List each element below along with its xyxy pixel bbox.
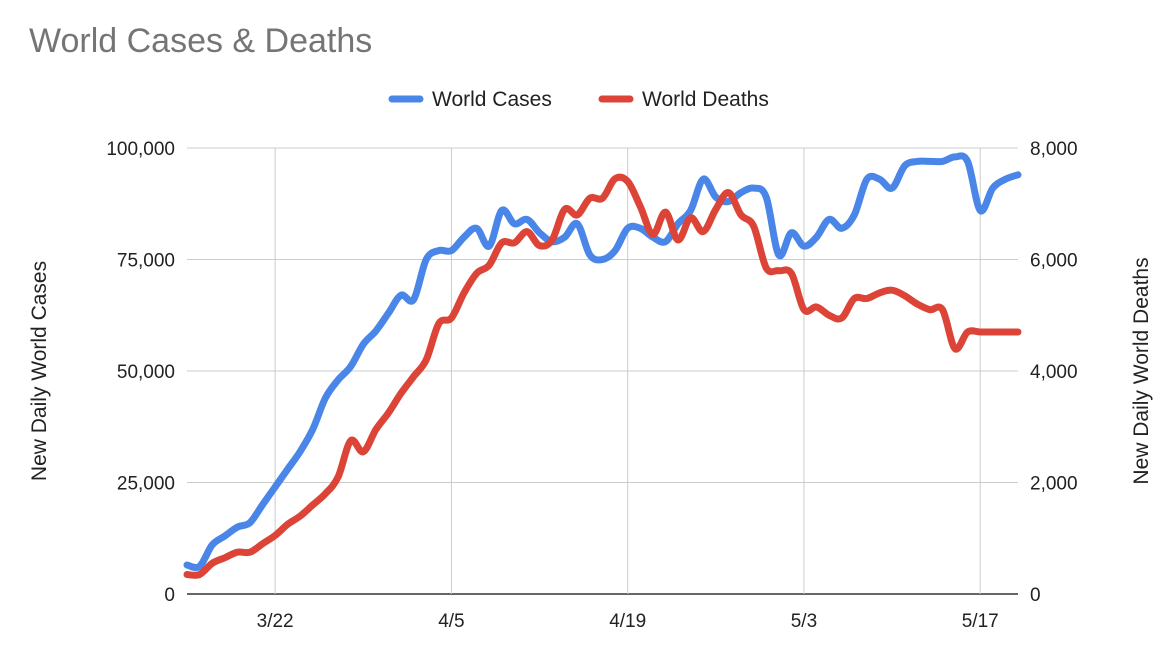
right-axis-title: New Daily World Deaths bbox=[1130, 257, 1153, 484]
series-line-world-cases bbox=[183, 152, 1022, 572]
right-tick-label: 2,000 bbox=[1030, 474, 1078, 495]
legend-entry-deaths: World Deaths bbox=[598, 88, 769, 111]
x-axis-ticks: 3/22 4/5 4/19 5/3 5/17 bbox=[257, 611, 999, 632]
x-tick-label: 4/19 bbox=[609, 611, 646, 632]
right-axis-ticks: 0 2,000 4,000 6,000 8,000 bbox=[1030, 139, 1078, 606]
left-axis-title: New Daily World Cases bbox=[28, 261, 51, 481]
x-tick-label: 5/3 bbox=[791, 611, 817, 632]
right-tick-label: 0 bbox=[1030, 585, 1041, 606]
left-tick-label: 75,000 bbox=[117, 251, 175, 272]
series-layer bbox=[183, 152, 1022, 579]
legend-entry-cases: World Cases bbox=[388, 88, 552, 111]
left-tick-label: 100,000 bbox=[106, 139, 175, 160]
x-tick-label: 5/17 bbox=[962, 611, 999, 632]
chart-title: World Cases & Deaths bbox=[29, 22, 372, 60]
series-line-world-deaths bbox=[183, 173, 1022, 579]
left-tick-label: 50,000 bbox=[117, 362, 175, 383]
right-tick-label: 8,000 bbox=[1030, 139, 1078, 160]
left-axis-ticks: 0 25,000 50,000 75,000 100,000 bbox=[106, 139, 175, 606]
legend-label-deaths: World Deaths bbox=[642, 88, 769, 111]
gridlines bbox=[187, 147, 1018, 595]
x-tick-label: 3/22 bbox=[257, 611, 294, 632]
left-tick-label: 25,000 bbox=[117, 474, 175, 495]
legend-label-cases: World Cases bbox=[432, 88, 552, 111]
right-tick-label: 4,000 bbox=[1030, 362, 1078, 383]
left-tick-label: 0 bbox=[164, 585, 175, 606]
legend: World Cases World Deaths bbox=[388, 88, 769, 111]
x-tick-label: 4/5 bbox=[438, 611, 464, 632]
right-tick-label: 6,000 bbox=[1030, 251, 1078, 272]
